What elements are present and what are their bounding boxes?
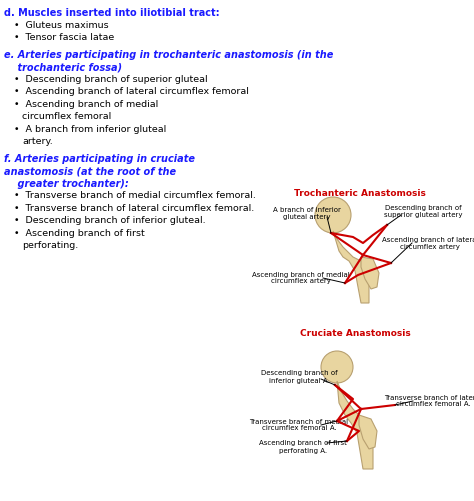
Text: perforating.: perforating. bbox=[22, 241, 78, 250]
Text: Ascending branch of first
perforating A.: Ascending branch of first perforating A. bbox=[259, 440, 347, 453]
Text: Transverse branch of medial
circumflex femoral A.: Transverse branch of medial circumflex f… bbox=[249, 418, 348, 431]
Text: •  Gluteus maximus: • Gluteus maximus bbox=[14, 21, 109, 30]
Circle shape bbox=[321, 351, 353, 383]
Text: •  Tensor fascia latae: • Tensor fascia latae bbox=[14, 33, 114, 42]
Polygon shape bbox=[359, 415, 377, 449]
Text: •  Descending branch of superior gluteal: • Descending branch of superior gluteal bbox=[14, 75, 208, 84]
Text: d. Muscles inserted into iliotibial tract:: d. Muscles inserted into iliotibial trac… bbox=[4, 8, 219, 18]
Text: •  Transverse branch of lateral circumflex femoral.: • Transverse branch of lateral circumfle… bbox=[14, 203, 254, 212]
Text: •  Ascending branch of medial: • Ascending branch of medial bbox=[14, 100, 158, 109]
Text: •  Descending branch of inferior gluteal.: • Descending branch of inferior gluteal. bbox=[14, 216, 206, 225]
Text: e. Arteries participating in trochanteric anastomosis (in the: e. Arteries participating in trochanteri… bbox=[4, 50, 333, 60]
Text: anastomosis (at the root of the: anastomosis (at the root of the bbox=[4, 166, 176, 176]
Text: •  Transverse branch of medial circumflex femoral.: • Transverse branch of medial circumflex… bbox=[14, 191, 256, 200]
Text: Ascending branch of lateral
circumflex artery: Ascending branch of lateral circumflex a… bbox=[382, 236, 474, 249]
Text: Descending branch of
superior gluteal artery: Descending branch of superior gluteal ar… bbox=[384, 204, 462, 217]
Text: Transverse branch of lateral
circumflex femoral A.: Transverse branch of lateral circumflex … bbox=[384, 394, 474, 407]
Text: Descending branch of
inferior gluteal A.: Descending branch of inferior gluteal A. bbox=[261, 371, 337, 383]
Text: A branch of inferior
gluteal artery: A branch of inferior gluteal artery bbox=[273, 206, 341, 219]
Polygon shape bbox=[337, 381, 373, 469]
Text: greater trochanter):: greater trochanter): bbox=[4, 178, 129, 188]
Text: Trochanteric Anastomosis: Trochanteric Anastomosis bbox=[294, 189, 426, 198]
Text: artery.: artery. bbox=[22, 137, 53, 146]
Text: f. Arteries participating in cruciate: f. Arteries participating in cruciate bbox=[4, 153, 195, 163]
Text: circumflex femoral: circumflex femoral bbox=[22, 112, 111, 121]
Text: Cruciate Anastomosis: Cruciate Anastomosis bbox=[300, 329, 410, 338]
Text: trochanteric fossa): trochanteric fossa) bbox=[4, 62, 122, 72]
Text: •  Ascending branch of first: • Ascending branch of first bbox=[14, 228, 145, 237]
Text: •  A branch from inferior gluteal: • A branch from inferior gluteal bbox=[14, 125, 166, 133]
Text: •  Ascending branch of lateral circumflex femoral: • Ascending branch of lateral circumflex… bbox=[14, 87, 249, 96]
Polygon shape bbox=[333, 231, 369, 303]
Polygon shape bbox=[361, 257, 379, 289]
Text: Ascending branch of medial
circumflex artery: Ascending branch of medial circumflex ar… bbox=[252, 272, 350, 285]
Circle shape bbox=[315, 197, 351, 233]
